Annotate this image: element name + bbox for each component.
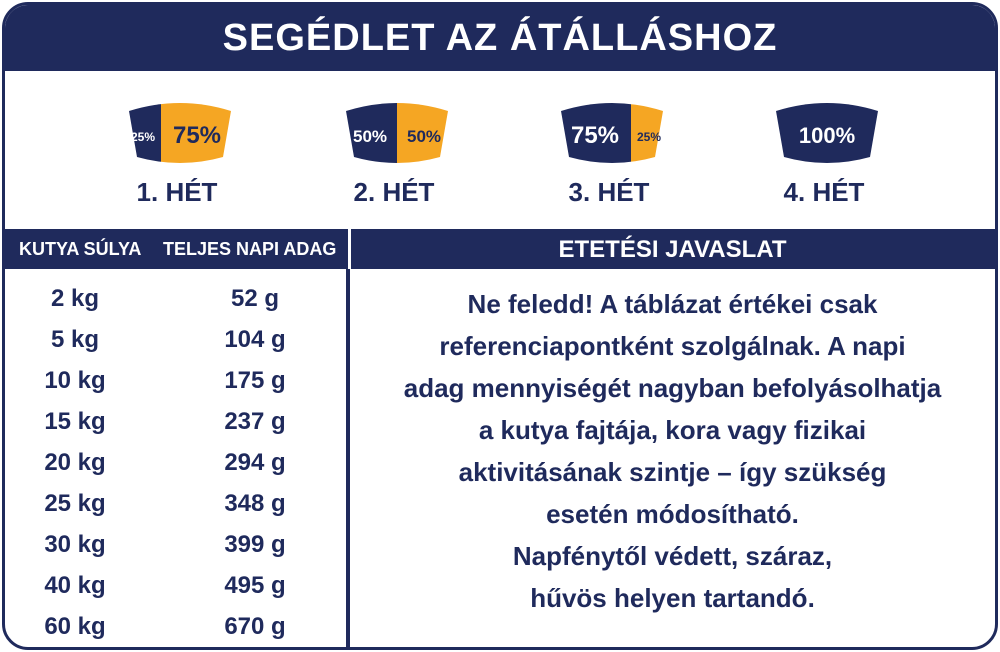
weight: 25 kg (44, 490, 106, 517)
weight: 20 kg (44, 449, 106, 476)
advice-line: a kutya fajtája, kora vagy fizikai (478, 415, 867, 445)
header-band: SEGÉDLET AZ ÁTÁLLÁSHOZ (5, 5, 995, 71)
old-share: 25% (131, 130, 155, 144)
advice-line: adag mennyiségét nagyban befolyásolhatja (403, 373, 942, 403)
weight: 40 kg (44, 572, 106, 599)
daily-amount: 104 g (224, 326, 286, 353)
table-header-band: KUTYA SÚLYA TELJES NAPI ADAG ETETÉSI JAV… (5, 229, 995, 269)
weight: 5 kg (50, 326, 100, 353)
weight: 10 kg (44, 367, 106, 394)
daily-amount: 175 g (224, 367, 286, 394)
advice-line: hűvös helyen tartandó. (530, 583, 815, 613)
advice-line: esetén módosítható. (546, 499, 799, 529)
week-label: 1. HÉT (136, 177, 218, 207)
advice-line: Napfénytől védett, száraz, (512, 541, 833, 571)
daily-amount: 52 g (230, 285, 280, 312)
weight: 60 kg (44, 613, 106, 640)
bowl: 100% (776, 103, 878, 163)
advice-line: referenciapontként szolgálnak. A napi (439, 331, 906, 361)
daily-amount: 294 g (224, 449, 286, 476)
new-share: 75% (173, 122, 221, 149)
daily-amount: 399 g (224, 531, 286, 558)
weight: 30 kg (44, 531, 106, 558)
column-header: KUTYA SÚLYA (19, 239, 142, 259)
bowl: 50% 50% (346, 103, 448, 163)
new-share: 25% (637, 130, 661, 144)
daily-amount: 670 g (224, 613, 286, 640)
weight: 2 kg (50, 285, 100, 312)
week-label: 3. HÉT (568, 177, 650, 207)
divider-gap (348, 229, 351, 269)
advice-title: ETETÉSI JAVASLAT (558, 236, 787, 263)
daily-amount: 237 g (224, 408, 286, 435)
old-share: 100% (799, 123, 855, 148)
weight: 15 kg (44, 408, 106, 435)
advice-line: Ne feledd! A táblázat értékei csak (467, 289, 878, 319)
daily-amount: 495 g (224, 572, 286, 599)
bowl: 75% 25% (561, 103, 663, 163)
week-label: 2. HÉT (353, 177, 435, 207)
column-header: TELJES NAPI ADAG (163, 239, 337, 259)
advice-line: aktivitásának szintje – így szükség (458, 457, 887, 487)
divider (346, 229, 350, 647)
week-label: 4. HÉT (783, 177, 865, 207)
title: SEGÉDLET AZ ÁTÁLLÁSHOZ (222, 17, 778, 59)
new-share: 50% (407, 127, 441, 146)
daily-amount: 348 g (224, 490, 286, 517)
bowl: 25% 75% (129, 103, 231, 163)
old-share: 75% (571, 122, 619, 149)
old-share: 50% (353, 127, 387, 146)
